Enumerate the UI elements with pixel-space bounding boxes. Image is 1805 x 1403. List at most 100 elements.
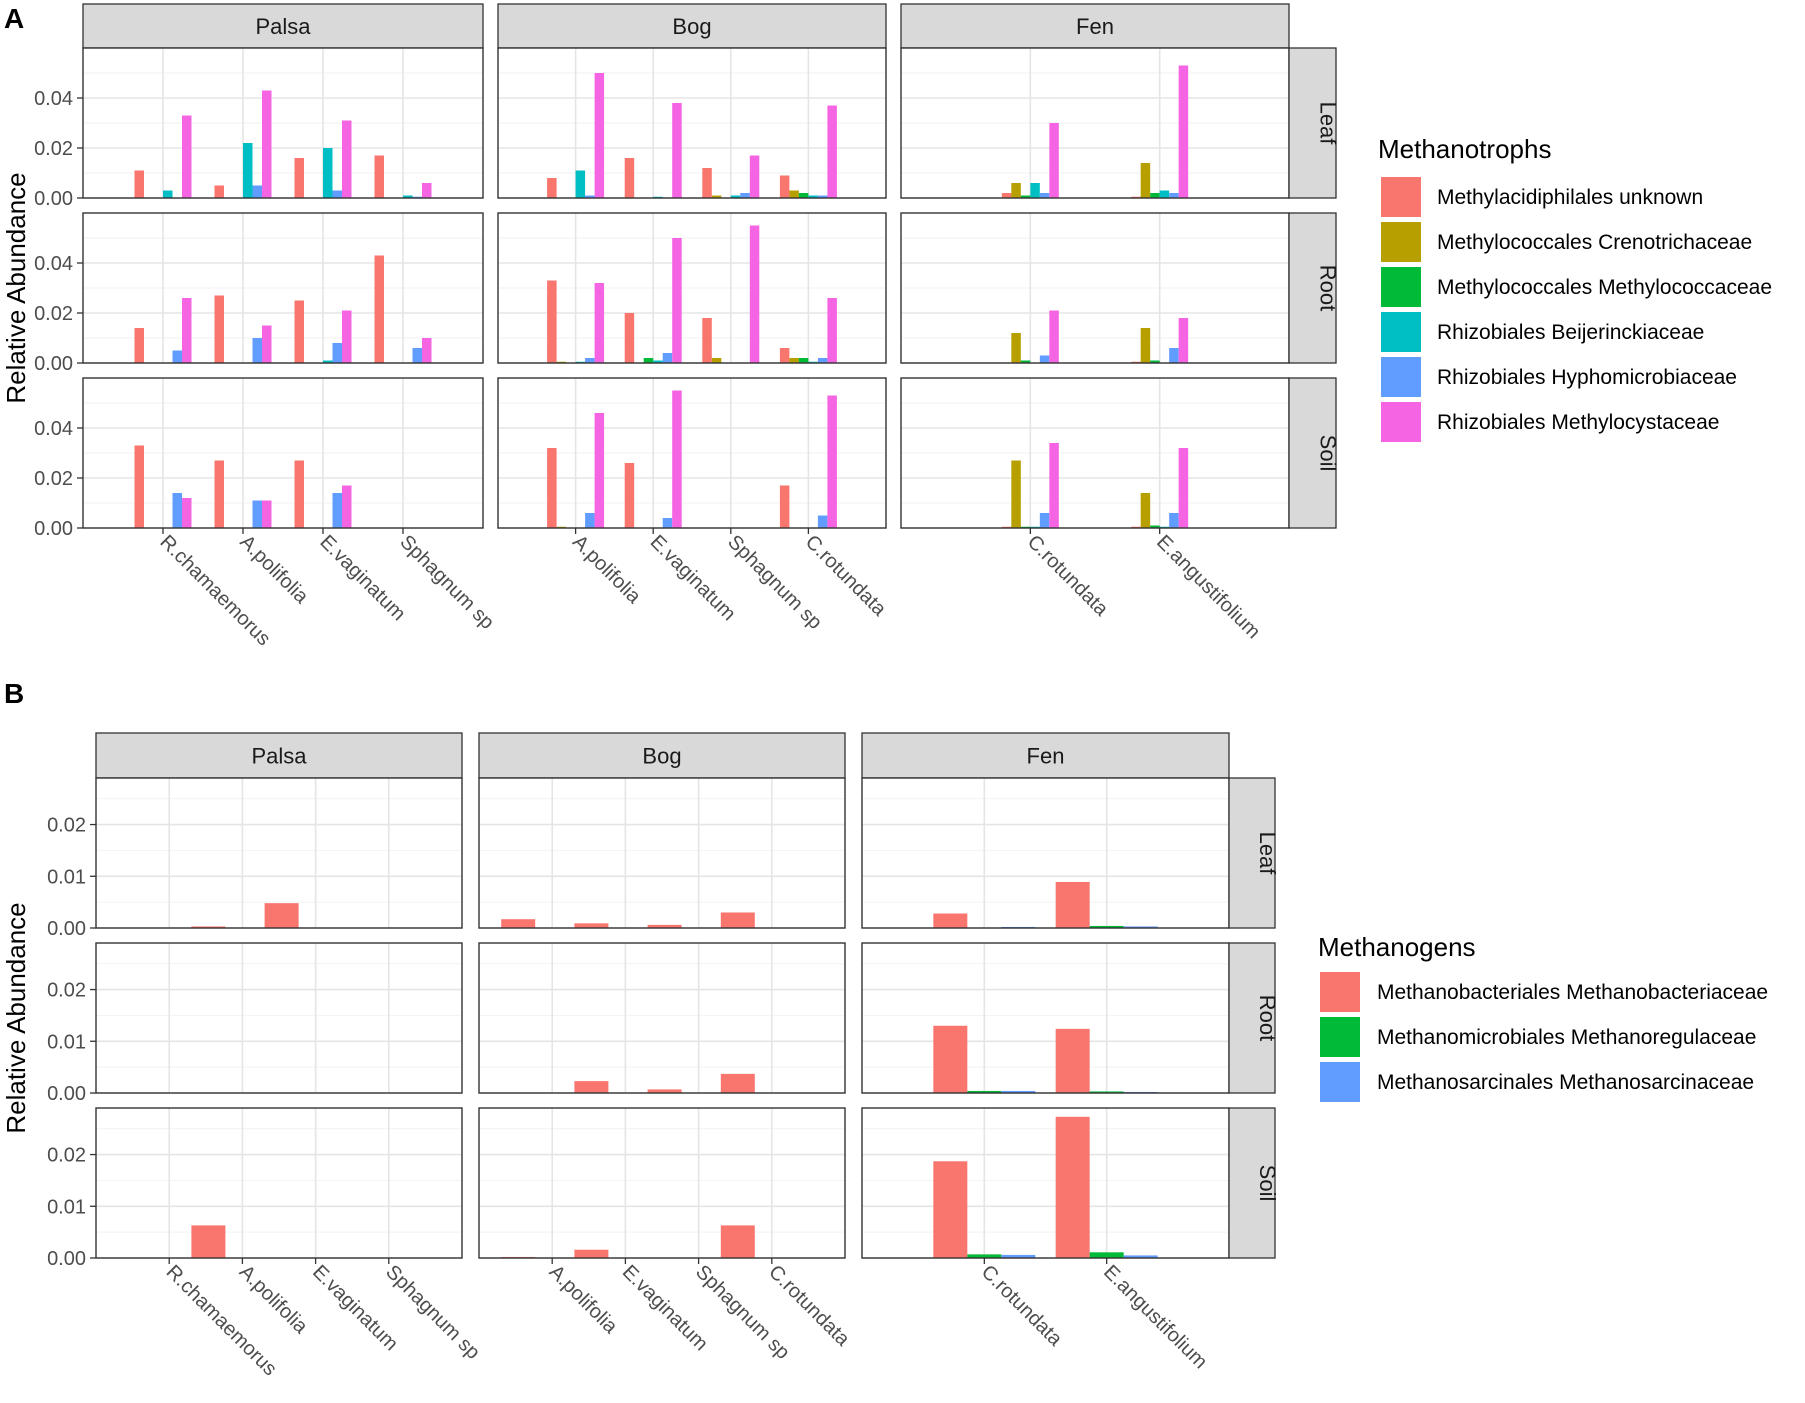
bar-bog-leaf-2-3 — [730, 195, 741, 198]
y-tick-label: 0.00 — [47, 1083, 86, 1105]
bar-bog-leaf-0-3 — [575, 170, 586, 198]
panel-border — [82, 212, 484, 364]
bar-palsa-soil-0-4 — [172, 493, 182, 528]
bar-fen-root-1-2 — [1150, 360, 1160, 363]
facet-palsa-leaf: 0.00 0.01 0.02 — [47, 777, 463, 940]
bar-bog-soil-1-4 — [662, 518, 673, 528]
facet-fen-root: Root — [861, 942, 1280, 1094]
plot-background — [479, 778, 845, 928]
facet-strip-label: Soil — [1255, 1165, 1280, 1202]
bar-palsa-root-2-3 — [323, 360, 333, 363]
bar-fen-leaf-1-1 — [1140, 163, 1151, 198]
panel-border — [497, 377, 887, 529]
bar-fen-soil-1-0 — [1055, 1116, 1090, 1258]
bar-palsa-leaf-2-0 — [264, 903, 299, 928]
plot-background — [96, 778, 462, 928]
x-tick-label: E.angustifolium — [1152, 531, 1264, 643]
legend-label: Rhizobiales Hyphomicrobiaceae — [1437, 366, 1737, 389]
y-tick-label: 0.02 — [34, 138, 73, 160]
bar-bog-leaf-2-5 — [749, 155, 760, 198]
bar-palsa-leaf-1-5 — [262, 90, 272, 198]
bar-fen-soil-0-0 — [933, 1161, 968, 1258]
bar-bog-leaf-2-4 — [740, 193, 750, 198]
legend-key — [1320, 972, 1360, 1012]
panel-border — [478, 777, 846, 929]
bar-fen-soil-0-4 — [1039, 513, 1050, 528]
bar-fen-soil-0-1 — [1011, 460, 1021, 528]
bar-bog-soil-0-5 — [594, 413, 605, 528]
bar-bog-soil-3-5 — [827, 395, 837, 528]
facet-strip-label: Fen — [1076, 14, 1114, 39]
plot-background — [862, 943, 1229, 1093]
bar-bog-leaf-2-1 — [711, 195, 722, 198]
facet-palsa-soil: 0.00 0.01 0.02 — [47, 1107, 463, 1270]
y-tick-label: 0.01 — [47, 866, 86, 888]
y-tick-label: 0.00 — [34, 518, 73, 540]
bar-bog-root-2-5 — [749, 225, 760, 363]
facet-palsa-root: 0.00 0.02 0.04 — [34, 212, 484, 375]
bar-palsa-soil-1-5 — [262, 500, 272, 528]
bar-bog-root-2-0 — [647, 1089, 682, 1093]
facet-strip-bog — [497, 3, 887, 49]
bar-palsa-root-0-5 — [182, 298, 192, 363]
legend-key — [1381, 222, 1421, 262]
facet-strip-palsa — [95, 732, 463, 779]
facet-strip-root — [1288, 212, 1337, 364]
panel-border — [95, 777, 463, 929]
bar-palsa-leaf-3-3 — [403, 195, 413, 198]
bar-bog-leaf-1-5 — [672, 103, 682, 198]
bar-fen-root-0-1 — [1011, 333, 1021, 363]
x-tick-label: A.polifolia — [235, 531, 312, 608]
facet-strip-label: Bog — [672, 14, 711, 39]
bar-fen-soil-0-5 — [1049, 443, 1059, 528]
bar-bog-leaf-2-0 — [702, 168, 712, 198]
legend-title: Methanogens — [1318, 932, 1476, 962]
bar-palsa-leaf-3-0 — [374, 155, 384, 198]
bar-bog-root-1-0 — [574, 1081, 609, 1093]
bar-bog-leaf-0-0 — [501, 919, 536, 928]
y-tick-label: 0.04 — [34, 418, 73, 440]
panel-border — [478, 1107, 846, 1259]
bar-bog-soil-1-5 — [672, 390, 682, 528]
bar-fen-leaf-0-1 — [1011, 183, 1021, 198]
y-tick-label: 0.02 — [47, 1145, 86, 1167]
facet-palsa-root: 0.00 0.01 0.02 — [47, 942, 463, 1105]
y-tick-label: 0.01 — [47, 1196, 86, 1218]
y-tick-label: 0.01 — [47, 1031, 86, 1053]
plot-background — [862, 778, 1229, 928]
bar-fen-leaf-1-4 — [1169, 193, 1179, 198]
bar-palsa-root-2-4 — [332, 343, 342, 363]
legend-key — [1381, 177, 1421, 217]
panel-border — [497, 212, 887, 364]
bar-fen-root-0-4 — [1039, 355, 1050, 363]
legend-key — [1381, 402, 1421, 442]
y-tick-label: 0.02 — [47, 980, 86, 1002]
legend-key — [1320, 1017, 1360, 1057]
bar-palsa-root-1-0 — [214, 295, 224, 363]
bar-bog-leaf-3-1 — [789, 190, 799, 198]
bar-palsa-leaf-2-3 — [323, 148, 333, 198]
facet-fen-soil: Soil — [861, 1107, 1280, 1259]
facet-bog-soil — [478, 1107, 846, 1259]
bar-palsa-root-3-4 — [412, 348, 422, 363]
legend-label: Rhizobiales Beijerinckiaceae — [1437, 321, 1704, 344]
bar-palsa-root-1-5 — [262, 325, 272, 363]
bar-bog-root-3-2 — [798, 358, 809, 363]
bar-bog-leaf-3-3 — [808, 195, 818, 198]
bar-fen-leaf-0-0 — [933, 913, 968, 928]
y-tick-label: 0.02 — [34, 303, 73, 325]
bar-bog-soil-3-0 — [779, 485, 790, 528]
panel-border — [82, 47, 484, 199]
y-tick-label: 0.00 — [47, 1248, 86, 1270]
bar-palsa-leaf-1-4 — [252, 185, 262, 198]
bar-fen-soil-1-2 — [1150, 525, 1160, 528]
panel-border — [95, 1107, 463, 1259]
bar-fen-leaf-1-2 — [1123, 926, 1158, 928]
bar-fen-soil-1-1 — [1140, 493, 1151, 528]
legend-label: Methylococcales Methylococcaceae — [1437, 276, 1772, 299]
x-tick-label: A.polifolia — [568, 531, 645, 608]
x-tick-label: C.rotundata — [977, 1261, 1067, 1351]
bar-fen-root-0-2 — [1001, 1090, 1036, 1093]
bar-fen-leaf-0-5 — [1049, 123, 1059, 198]
bar-bog-soil-0-0 — [547, 448, 557, 528]
